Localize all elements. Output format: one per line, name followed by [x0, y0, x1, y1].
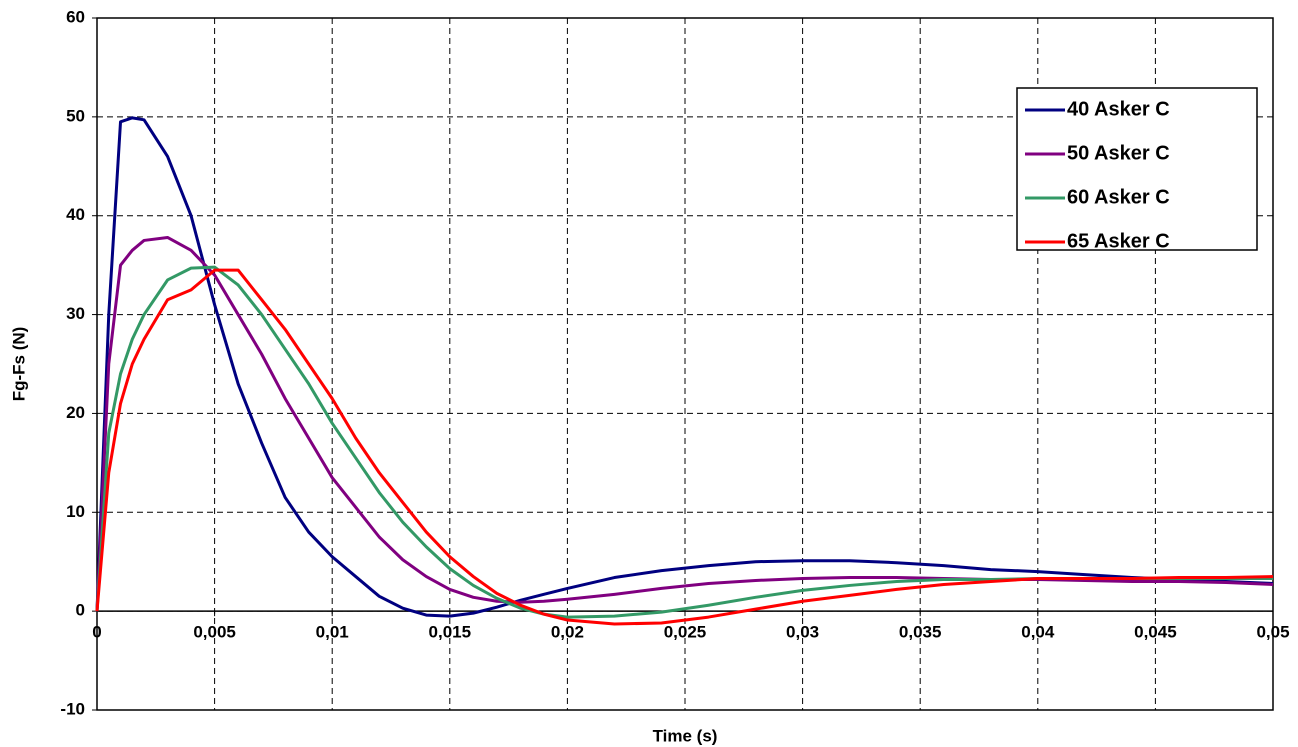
y-tick-label: 50 [66, 106, 85, 125]
y-tick-label: 10 [66, 502, 85, 521]
x-tick-label: 0,03 [786, 623, 819, 642]
x-tick-label: 0,005 [193, 623, 236, 642]
legend-box [1016, 87, 1258, 251]
x-tick-label: 0,045 [1134, 623, 1177, 642]
x-tick-label: 0,025 [664, 623, 707, 642]
y-tick-label: 0 [76, 601, 85, 620]
legend-label: 40 Asker C [1067, 98, 1170, 120]
x-tick-label: 0,01 [316, 623, 349, 642]
legend-label: 50 Asker C [1067, 142, 1170, 164]
y-axis-title: Fg-Fs (N) [9, 327, 28, 402]
legend-label: 60 Asker C [1067, 186, 1170, 208]
y-tick-label: -10 [60, 699, 85, 718]
y-tick-label: 20 [66, 403, 85, 422]
series-line [95, 116, 1274, 618]
y-tick-label: 40 [66, 205, 85, 224]
legend-label: 65 Asker C [1067, 230, 1170, 252]
x-tick-label: 0,02 [551, 623, 584, 642]
x-tick-label: 0,035 [899, 623, 942, 642]
x-axis-title: Time (s) [653, 726, 718, 745]
series-line [95, 265, 1273, 619]
x-tick-label: 0,04 [1021, 623, 1055, 642]
legend: 40 Asker C 50 Asker C 60 Asker C 65 Asker C [1016, 87, 1258, 252]
x-tick-label: 0,015 [429, 623, 472, 642]
plot-border [96, 17, 1274, 711]
y-tick-label: 60 [66, 7, 85, 26]
series-line [95, 268, 1274, 626]
y-tick-label: 30 [66, 304, 85, 323]
